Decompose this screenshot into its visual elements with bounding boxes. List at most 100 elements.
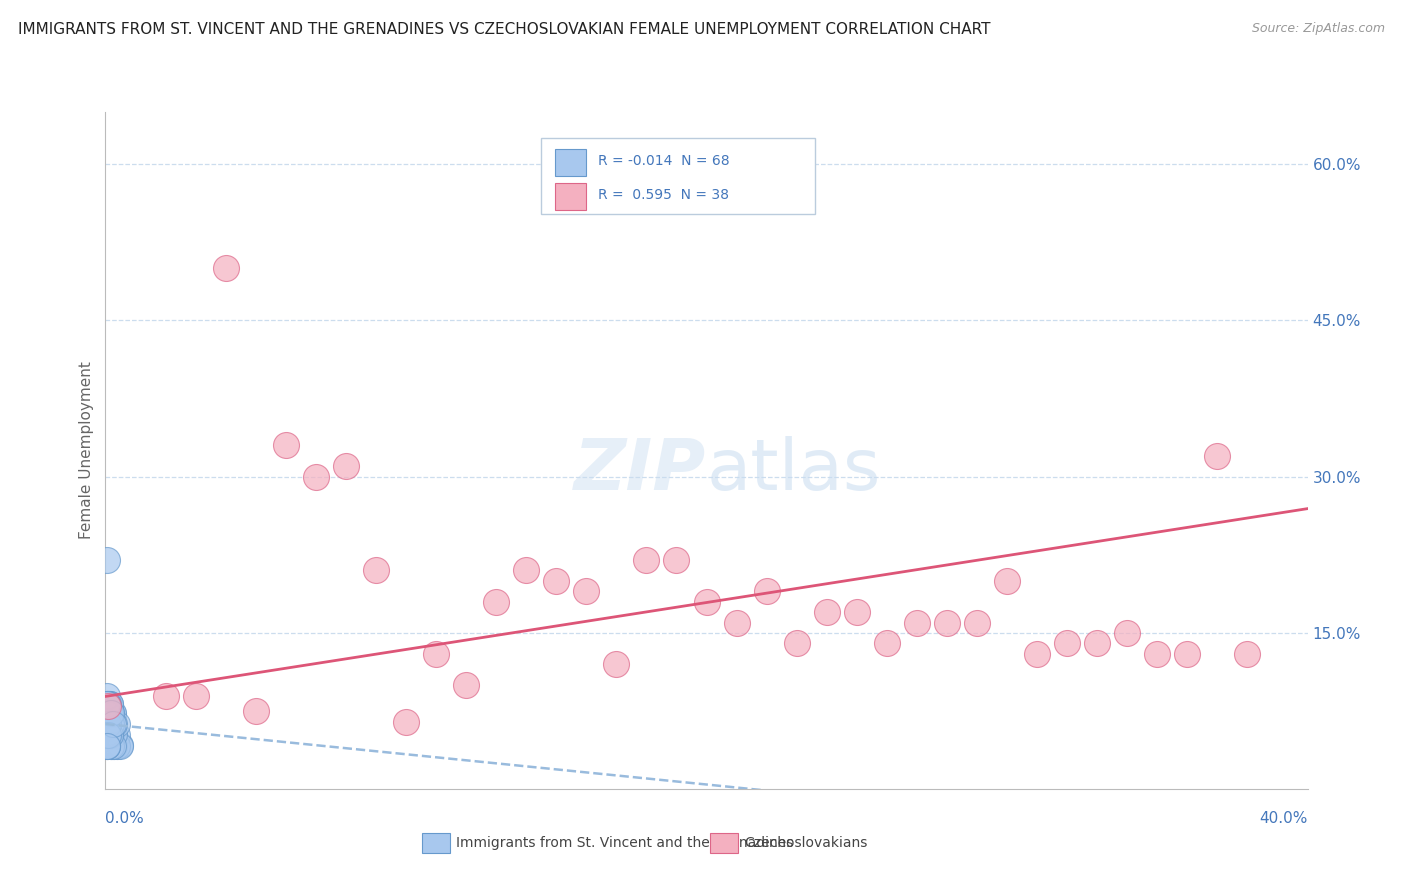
Point [103,727,125,741]
Point [1206,449,1229,463]
Point [696,595,718,609]
Point [395,714,418,729]
Point [96,689,118,703]
Point [305,469,328,483]
Point [97,728,120,742]
Point [98,728,121,742]
Point [98,718,121,732]
Point [96,739,118,753]
Point [575,584,598,599]
Point [245,704,267,718]
Point [214,260,236,275]
Point [97,716,120,731]
Point [97,716,120,731]
Point [665,553,688,567]
Text: R =  0.595  N = 38: R = 0.595 N = 38 [598,188,728,202]
Point [98,728,121,742]
Point [101,739,124,753]
Point [605,657,627,672]
Point [184,689,207,703]
Point [335,459,357,474]
Point [364,563,387,577]
Point [96,716,118,731]
Point [97,728,120,742]
Point [274,438,297,452]
Point [97,725,120,739]
Point [995,574,1018,588]
Point [96,716,118,731]
Point [97,728,120,742]
Point [100,716,122,731]
Point [97,716,120,731]
Point [97,728,120,742]
Point [1056,636,1078,650]
Point [96,705,118,719]
Text: 0.0%: 0.0% [105,812,145,826]
Point [100,706,122,721]
Point [100,716,122,731]
Y-axis label: Female Unemployment: Female Unemployment [79,361,94,540]
Point [815,605,838,619]
Point [485,595,508,609]
Point [98,697,121,711]
Point [100,718,122,732]
Point [96,739,118,753]
Point [107,739,129,753]
Point [97,697,120,711]
Point [97,728,120,742]
Point [103,739,125,753]
Point [966,615,988,630]
Point [96,727,118,741]
Point [100,728,122,742]
Point [103,716,125,731]
Point [155,689,177,703]
Point [98,727,121,741]
Point [107,739,129,753]
Point [103,739,125,753]
Point [100,716,122,731]
Text: atlas: atlas [707,436,882,505]
Point [96,705,118,719]
Point [97,716,120,731]
Point [97,698,120,713]
Point [97,728,120,742]
Point [546,574,568,588]
Point [786,636,808,650]
Point [101,716,124,731]
Point [725,615,748,630]
Point [96,697,118,711]
Point [110,738,132,752]
Point [454,678,477,692]
Point [101,706,124,721]
Point [1085,636,1108,650]
Point [515,563,537,577]
Point [97,707,120,722]
Text: Czechoslovakians: Czechoslovakians [744,836,868,850]
Point [636,553,658,567]
Point [101,707,124,722]
Point [100,739,122,753]
Point [98,706,121,721]
Point [96,697,118,711]
Point [97,728,120,742]
Point [96,706,118,721]
Text: Source: ZipAtlas.com: Source: ZipAtlas.com [1251,22,1385,36]
Point [98,728,121,742]
Point [1175,647,1198,661]
Point [98,697,121,711]
Point [96,553,118,567]
Point [936,615,959,630]
Point [1116,626,1139,640]
Point [100,739,122,753]
Point [98,698,121,713]
Text: R = -0.014  N = 68: R = -0.014 N = 68 [598,154,730,169]
Point [876,636,898,650]
Point [845,605,868,619]
Text: ZIP: ZIP [574,436,707,505]
Point [96,739,118,753]
Text: Immigrants from St. Vincent and the Grenadines: Immigrants from St. Vincent and the Gren… [456,836,793,850]
Point [96,739,118,753]
Point [905,615,928,630]
Point [1146,647,1168,661]
Text: 40.0%: 40.0% [1260,812,1308,826]
